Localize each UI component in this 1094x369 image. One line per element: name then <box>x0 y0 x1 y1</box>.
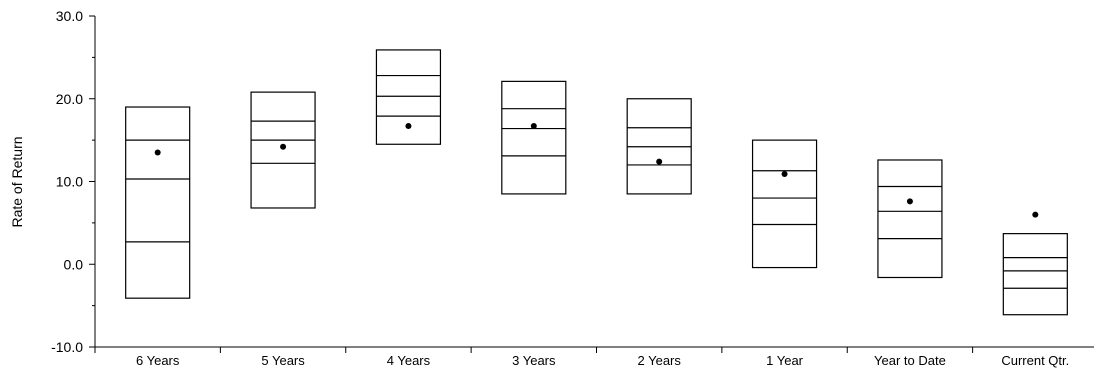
x-tick-label: 5 Years <box>261 353 305 368</box>
x-axis-ticks: 6 Years 5 Years 4 Years 3 Years 2 Years 1 Yea… <box>94 347 1069 368</box>
y-tick-label: 30.0 <box>56 8 83 24</box>
box-rect <box>751 139 818 269</box>
box-rect <box>1002 233 1068 316</box>
portfolio-marker <box>656 158 663 165</box>
box-group <box>375 49 442 145</box>
portfolio-marker <box>781 171 788 178</box>
x-tick-label: 4 Years <box>387 353 431 368</box>
y-tick-label: -10.0 <box>51 339 83 355</box>
axes <box>94 16 1094 348</box>
x-tick-label: Year to Date <box>874 353 946 368</box>
x-tick-label: 3 Years <box>512 353 556 368</box>
portfolio-marker <box>280 143 287 150</box>
portfolio-marker <box>1032 211 1039 218</box>
portfolio-marker <box>530 123 537 130</box>
box-rect <box>125 106 191 299</box>
box-group <box>1002 211 1068 316</box>
box-rect <box>375 49 442 145</box>
portfolio-marker <box>405 123 412 130</box>
box-group <box>626 98 692 195</box>
box-group <box>751 139 818 269</box>
y-axis-ticks: -10.0 0.0 10.0 20.0 30.0 <box>51 8 95 355</box>
x-tick-label: 2 Years <box>638 353 682 368</box>
x-tick-label: 1 Year <box>766 353 804 368</box>
y-tick-label: 0.0 <box>64 256 84 272</box>
portfolio-marker <box>906 198 913 205</box>
portfolio-marker <box>154 149 161 156</box>
box-rect <box>877 159 943 279</box>
x-tick-label: 6 Years <box>136 353 180 368</box>
box-group <box>877 159 943 279</box>
y-tick-label: 20.0 <box>56 91 83 107</box>
box-rect <box>250 91 316 209</box>
y-axis-title: Rate of Return <box>9 136 25 227</box>
y-tick-label: 10.0 <box>56 174 83 190</box>
box-rect <box>501 80 567 195</box>
box-group <box>125 106 191 299</box>
box-group <box>250 91 316 209</box>
box-group <box>501 80 567 195</box>
x-tick-label: Current Qtr. <box>1001 353 1069 368</box>
boxes <box>125 49 1068 316</box>
